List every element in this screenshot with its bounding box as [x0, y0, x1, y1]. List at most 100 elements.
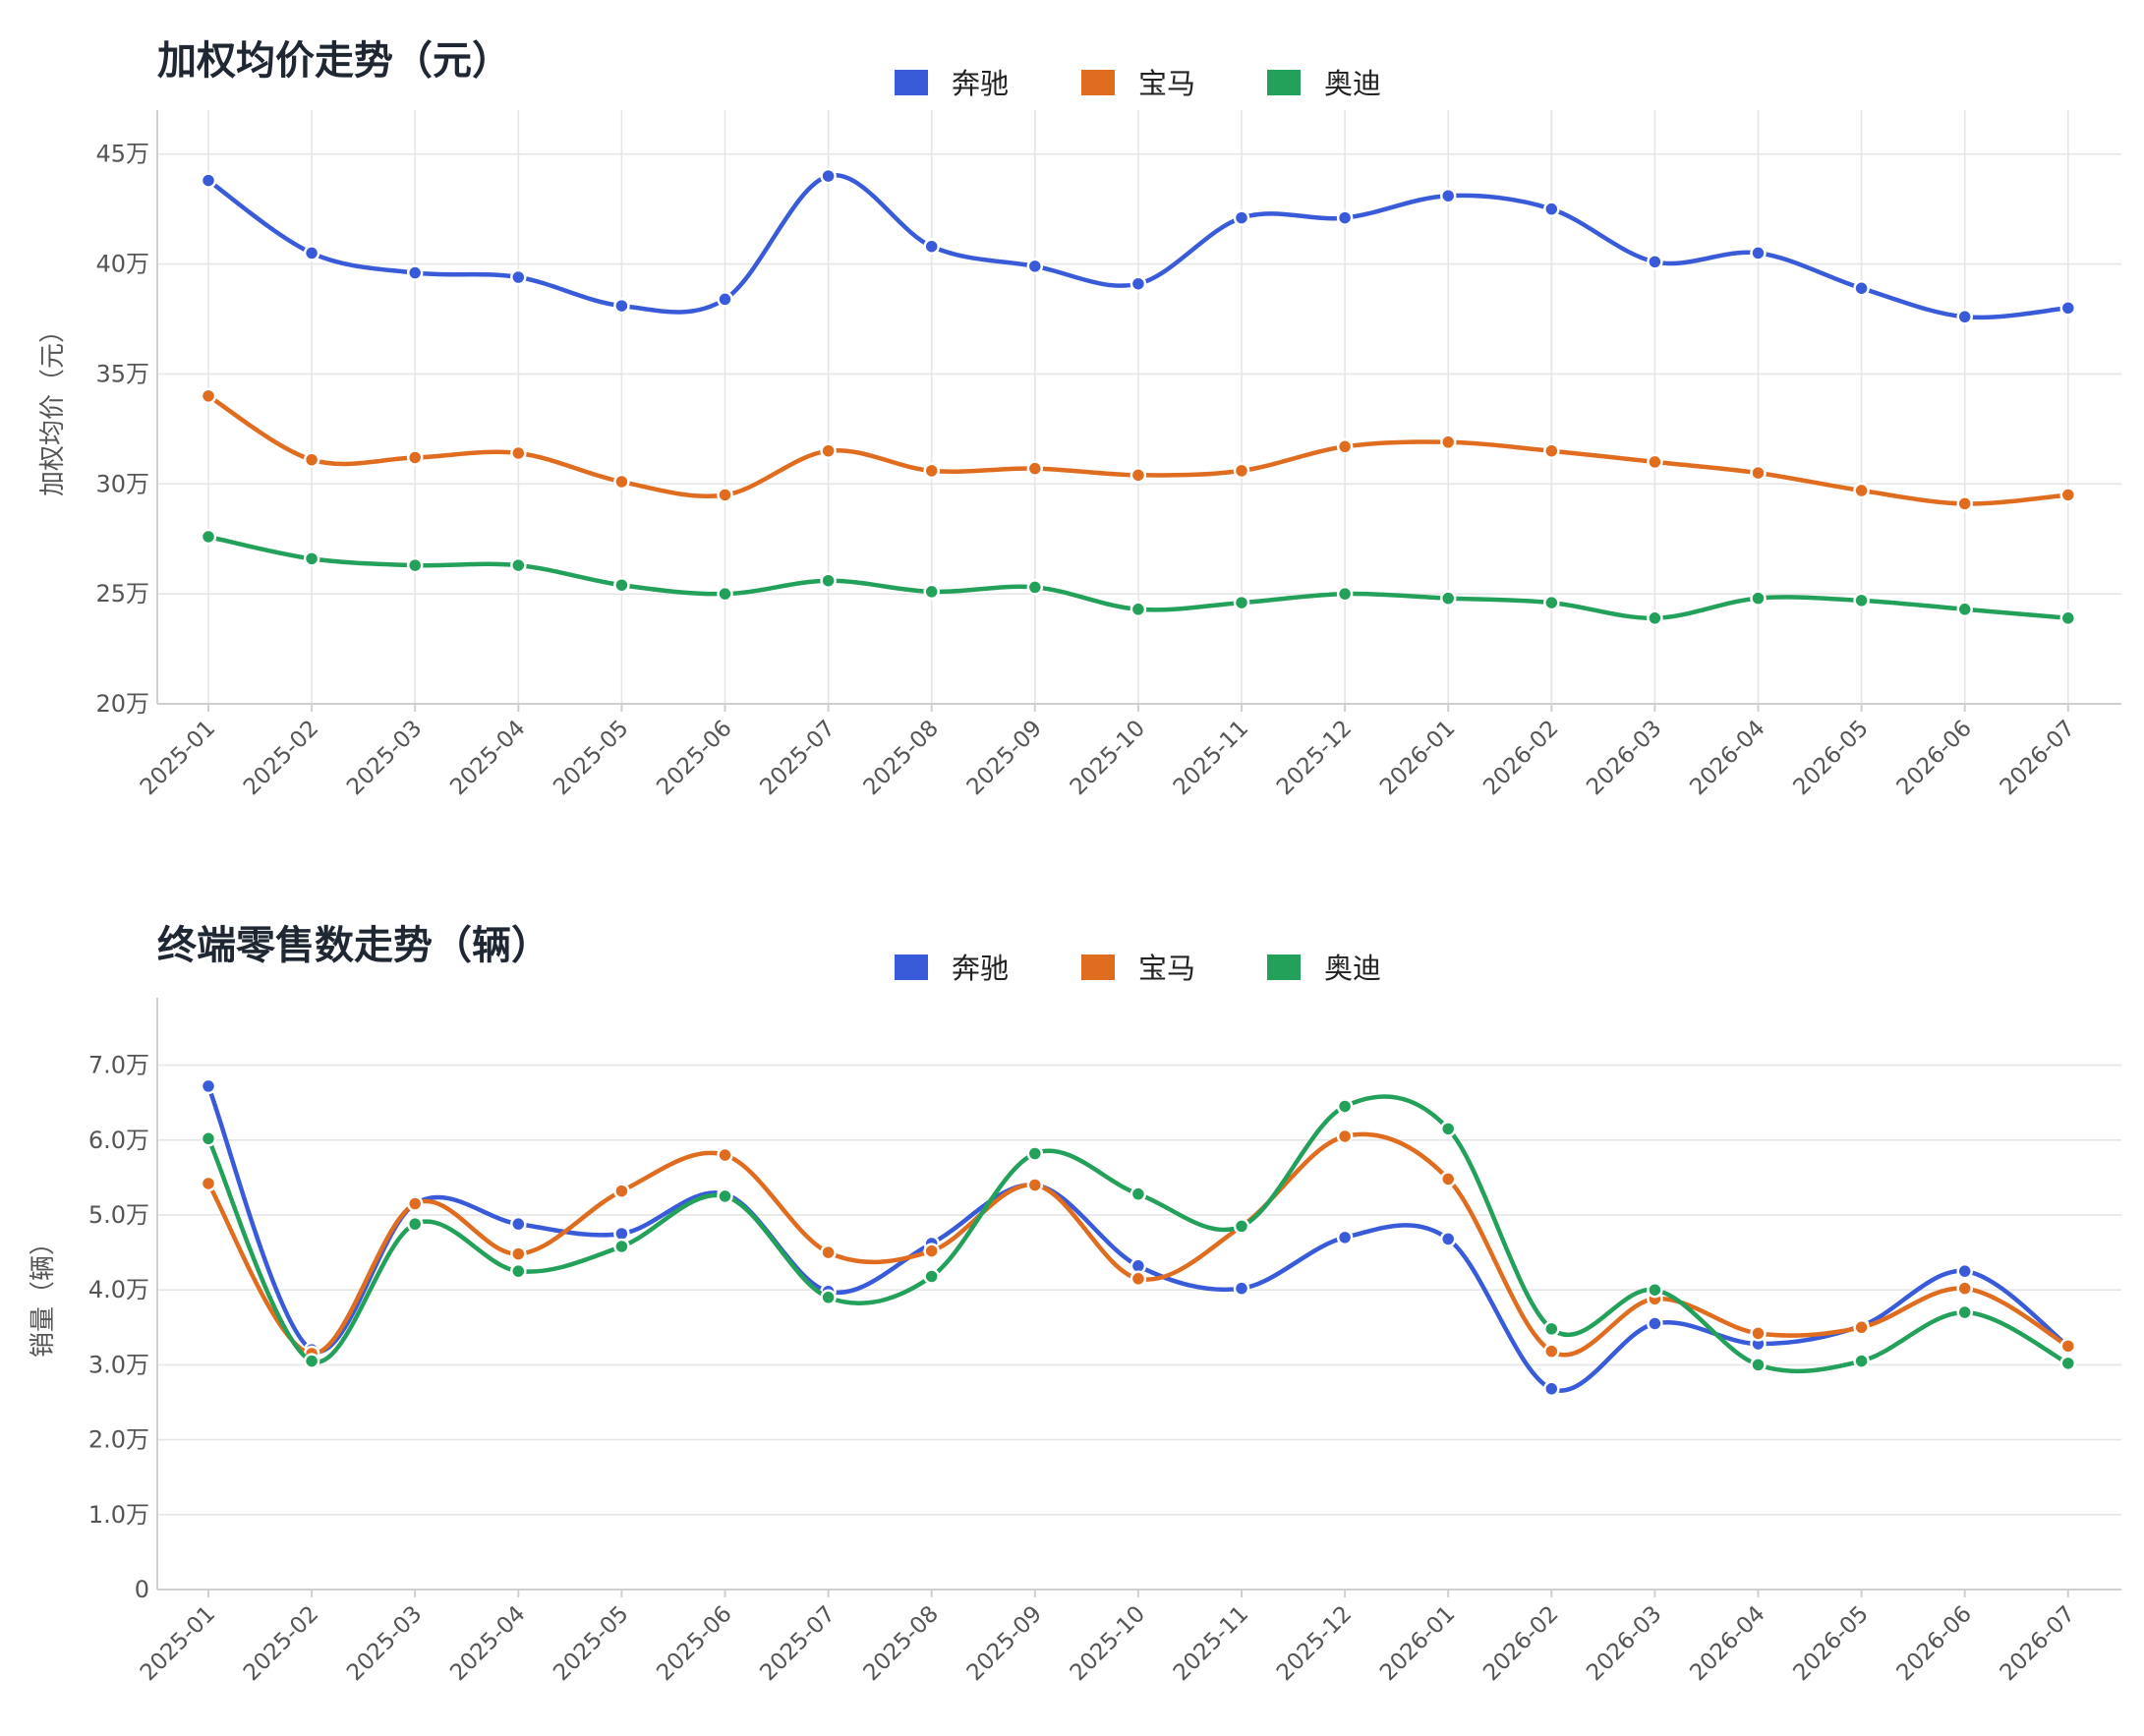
- data-point-bmw: [1956, 1280, 1973, 1297]
- x-tick-label: 2026-04: [1685, 716, 1769, 800]
- x-tick-label: 2025-11: [1169, 1601, 1253, 1686]
- x-tick-label: 2026-05: [1788, 716, 1873, 800]
- data-point-audi: [1647, 1281, 1663, 1299]
- y-tick-label: 0: [135, 1576, 149, 1603]
- data-point-audi: [820, 572, 837, 589]
- series-line-audi: [205, 1094, 2071, 1374]
- data-point-audi: [1543, 594, 1560, 611]
- data-point-bmw: [1439, 1171, 1457, 1187]
- legend-swatch: [1267, 70, 1301, 95]
- legend-swatch: [895, 70, 928, 95]
- data-point-bmw: [820, 1244, 837, 1261]
- data-point-benz: [923, 238, 940, 255]
- data-point-audi: [1956, 1303, 1973, 1321]
- y-axis-label: 加权均价（元）: [38, 318, 68, 496]
- x-tick-label: 2025-04: [445, 716, 530, 800]
- x-tick-label: 2025-09: [962, 716, 1047, 800]
- data-point-bmw: [1750, 464, 1767, 482]
- x-tick-label: 2026-06: [1892, 1601, 1977, 1686]
- data-point-benz: [406, 264, 424, 281]
- x-tick-label: 2026-02: [1478, 1601, 1563, 1686]
- data-point-bmw: [613, 1183, 630, 1199]
- x-tick-label: 2025-08: [859, 1601, 944, 1686]
- y-tick-label: 20万: [95, 690, 149, 718]
- y-tick-label: 5.0万: [88, 1201, 149, 1229]
- data-point-audi: [510, 1262, 527, 1280]
- data-point-bmw: [1647, 453, 1663, 471]
- series-line-bmw: [205, 1131, 2071, 1358]
- x-tick-label: 2025-12: [1272, 1601, 1357, 1686]
- data-point-benz: [820, 167, 837, 185]
- data-point-bmw: [2059, 487, 2077, 503]
- x-tick-label: 2025-01: [136, 1601, 220, 1686]
- legend-swatch: [1081, 70, 1115, 95]
- data-point-audi: [717, 1187, 733, 1205]
- y-tick-label: 35万: [95, 360, 149, 387]
- data-point-bmw: [1750, 1325, 1767, 1342]
- data-point-benz: [510, 268, 527, 286]
- data-point-bmw: [510, 444, 527, 462]
- y-tick-label: 3.0万: [88, 1351, 149, 1378]
- data-point-bmw: [1026, 460, 1044, 477]
- legend-label: 宝马: [1138, 952, 1195, 985]
- data-point-audi: [303, 1353, 320, 1369]
- data-point-audi: [613, 1238, 630, 1255]
- data-point-benz: [303, 245, 320, 261]
- y-tick-label: 6.0万: [88, 1127, 149, 1154]
- data-point-benz: [1336, 1229, 1354, 1246]
- data-point-benz: [510, 1215, 527, 1233]
- data-point-audi: [1439, 1121, 1457, 1137]
- data-point-benz: [1647, 254, 1663, 270]
- data-point-audi: [2059, 609, 2077, 627]
- data-point-benz: [1026, 258, 1044, 275]
- data-point-audi: [717, 585, 733, 603]
- data-point-bmw: [406, 449, 424, 466]
- data-point-audi: [923, 1268, 940, 1285]
- y-axis-label: 销量（辆）: [29, 1230, 58, 1358]
- data-point-bmw: [923, 462, 940, 480]
- x-tick-label: 2026-01: [1375, 1601, 1460, 1686]
- data-point-audi: [1026, 1145, 1044, 1162]
- data-point-bmw: [1853, 482, 1870, 499]
- x-tick-label: 2025-05: [549, 1601, 633, 1686]
- data-point-audi: [1750, 590, 1767, 607]
- y-tick-label: 2.0万: [88, 1426, 149, 1454]
- data-point-audi: [1336, 585, 1354, 603]
- data-point-bmw: [406, 1195, 424, 1212]
- data-point-benz: [200, 1077, 217, 1095]
- data-point-audi: [1439, 590, 1457, 607]
- data-point-benz: [1439, 1231, 1457, 1247]
- y-tick-label: 30万: [95, 470, 149, 497]
- data-point-bmw: [1130, 1270, 1147, 1288]
- legend-label: 奔驰: [952, 67, 1009, 100]
- data-point-benz: [2059, 300, 2077, 317]
- legend-label: 奥迪: [1324, 67, 1381, 100]
- data-point-bmw: [200, 1175, 217, 1192]
- data-point-audi: [406, 556, 424, 574]
- data-point-bmw: [1336, 438, 1354, 455]
- x-tick-label: 2025-05: [549, 716, 633, 800]
- data-point-bmw: [717, 1146, 733, 1164]
- x-tick-label: 2026-01: [1375, 716, 1460, 800]
- data-point-audi: [2059, 1355, 2077, 1372]
- data-point-audi: [1026, 579, 1044, 596]
- x-tick-label: 2025-03: [342, 1601, 427, 1686]
- legend-label: 奔驰: [952, 952, 1009, 985]
- data-point-bmw: [1853, 1319, 1870, 1336]
- data-point-audi: [613, 576, 630, 594]
- data-point-bmw: [510, 1245, 527, 1262]
- data-point-audi: [1336, 1098, 1354, 1115]
- data-point-benz: [613, 297, 630, 315]
- data-point-benz: [1750, 245, 1767, 261]
- data-point-bmw: [1439, 434, 1457, 451]
- data-point-audi: [406, 1215, 424, 1233]
- data-point-benz: [717, 291, 733, 308]
- data-point-benz: [1956, 1262, 1973, 1280]
- y-tick-label: 1.0万: [88, 1501, 149, 1529]
- data-point-bmw: [1130, 467, 1147, 484]
- x-tick-label: 2026-05: [1788, 1601, 1873, 1686]
- data-point-bmw: [1233, 462, 1250, 480]
- chart-1: 加权均价走势（元） 奔驰 宝马 奥迪 20万 25万 30万 35万 40万 45万 2025-01…: [38, 38, 2121, 800]
- data-point-bmw: [1956, 495, 1973, 512]
- x-tick-label: 2025-04: [445, 1601, 530, 1686]
